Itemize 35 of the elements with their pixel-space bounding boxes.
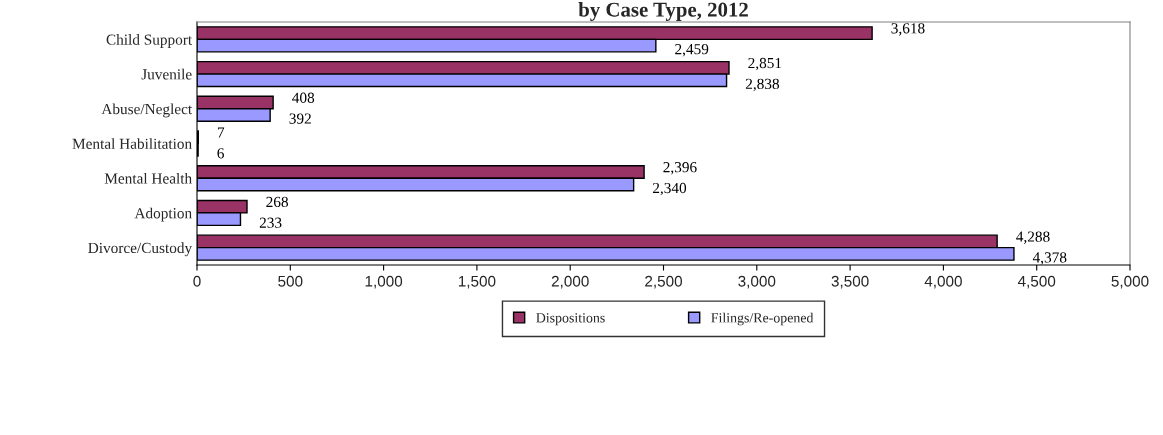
data-label: 2,459: [675, 44, 709, 57]
legend-label: Dispositions: [536, 313, 605, 326]
data-label: 268: [266, 196, 288, 208]
data-label: 2,340: [652, 182, 687, 196]
x-tick-label: 2,000: [551, 275, 589, 289]
data-label: 2,396: [663, 162, 697, 175]
data-label: 3,618: [891, 23, 925, 36]
x-tick-label: 3,000: [738, 275, 776, 289]
data-label: 408: [292, 92, 315, 103]
y-tick-label: Abuse/Neglect: [101, 103, 193, 118]
y-tick-label: Divorce/Custody: [88, 242, 193, 257]
legend-label: Filings/Re-opened: [711, 312, 814, 326]
data-label: 4,378: [1032, 252, 1067, 265]
x-tick-label: 500: [278, 275, 303, 287]
x-tick-label: 1,500: [458, 275, 496, 289]
data-label: 7: [217, 127, 225, 138]
y-tick-label: Child Support: [106, 34, 193, 48]
chart-title: by Case Type, 2012: [578, 2, 748, 21]
x-tick-label: 4,500: [1017, 275, 1056, 289]
x-tick-label: 2,500: [645, 275, 683, 289]
data-label: 392: [289, 113, 311, 124]
y-tick-label: Mental Habilitation: [72, 138, 192, 149]
data-label: 233: [259, 217, 282, 228]
x-tick-label: 4,000: [924, 275, 962, 289]
x-tick-label: 1,000: [365, 275, 403, 289]
y-tick-label: Juvenile: [141, 68, 192, 80]
x-tick-label: 0: [193, 275, 201, 287]
data-label: 2,838: [745, 78, 780, 92]
y-tick-label: Mental Health: [104, 172, 192, 184]
data-label: 4,288: [1016, 231, 1050, 244]
data-label: 2,851: [748, 57, 782, 71]
x-tick-label: 3,500: [831, 275, 869, 289]
x-tick-label: 5,000: [1111, 275, 1149, 289]
y-tick-label: Adoption: [134, 207, 192, 222]
data-label: 6: [217, 148, 224, 159]
